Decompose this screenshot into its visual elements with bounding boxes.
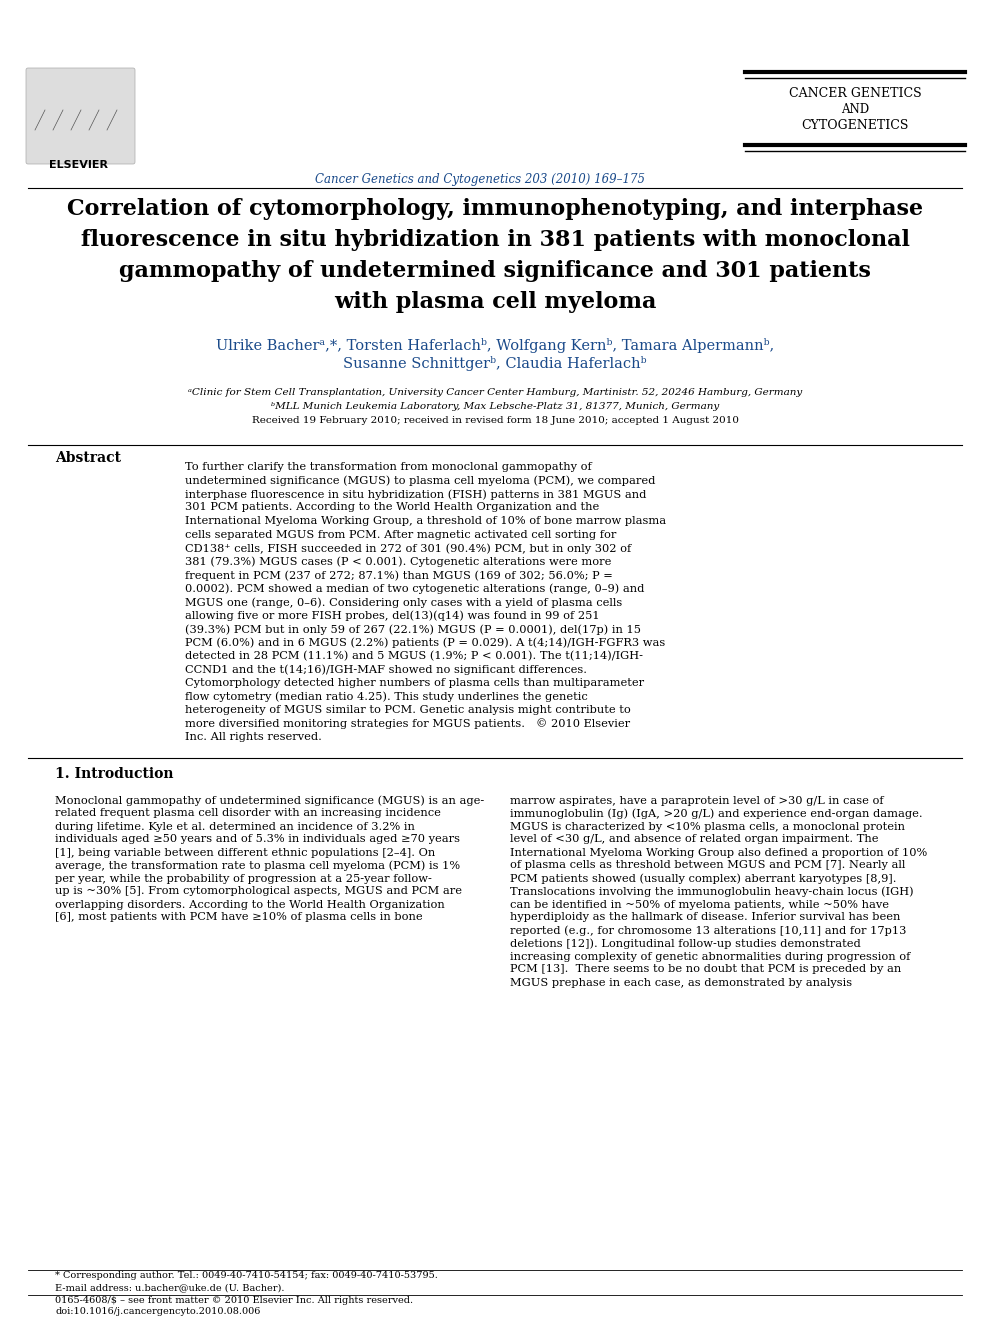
Text: per year, while the probability of progression at a 25-year follow-: per year, while the probability of progr…: [55, 874, 432, 883]
Text: 0.0002). PCM showed a median of two cytogenetic alterations (range, 0–9) and: 0.0002). PCM showed a median of two cyto…: [185, 583, 644, 594]
Text: ELSEVIER: ELSEVIER: [49, 160, 108, 170]
Text: ᵃClinic for Stem Cell Transplantation, University Cancer Center Hamburg, Martini: ᵃClinic for Stem Cell Transplantation, U…: [188, 388, 802, 397]
Text: interphase fluorescence in situ hybridization (FISH) patterns in 381 MGUS and: interphase fluorescence in situ hybridiz…: [185, 488, 646, 499]
Text: [6], most patients with PCM have ≥10% of plasma cells in bone: [6], most patients with PCM have ≥10% of…: [55, 912, 423, 923]
Text: overlapping disorders. According to the World Health Organization: overlapping disorders. According to the …: [55, 899, 445, 909]
Text: immunoglobulin (Ig) (IgA, >20 g/L) and experience end-organ damage.: immunoglobulin (Ig) (IgA, >20 g/L) and e…: [510, 808, 923, 820]
Text: deletions [12]). Longitudinal follow-up studies demonstrated: deletions [12]). Longitudinal follow-up …: [510, 939, 860, 949]
Text: PCM patients showed (usually complex) aberrant karyotypes [8,9].: PCM patients showed (usually complex) ab…: [510, 874, 897, 884]
Text: PCM [13].  There seems to be no doubt that PCM is preceded by an: PCM [13]. There seems to be no doubt tha…: [510, 965, 901, 974]
Text: Inc. All rights reserved.: Inc. All rights reserved.: [185, 733, 322, 742]
Text: AND: AND: [841, 103, 869, 116]
Text: flow cytometry (median ratio 4.25). This study underlines the genetic: flow cytometry (median ratio 4.25). This…: [185, 692, 588, 702]
Text: during lifetime. Kyle et al. determined an incidence of 3.2% in: during lifetime. Kyle et al. determined …: [55, 821, 415, 832]
Text: Susanne Schnittgerᵇ, Claudia Haferlachᵇ: Susanne Schnittgerᵇ, Claudia Haferlachᵇ: [344, 356, 646, 371]
Text: To further clarify the transformation from monoclonal gammopathy of: To further clarify the transformation fr…: [185, 462, 592, 473]
Text: CANCER GENETICS: CANCER GENETICS: [789, 87, 922, 100]
Text: CCND1 and the t(14;16)/IGH-MAF showed no significant differences.: CCND1 and the t(14;16)/IGH-MAF showed no…: [185, 664, 587, 675]
Text: more diversified monitoring strategies for MGUS patients.   © 2010 Elsevier: more diversified monitoring strategies f…: [185, 718, 630, 729]
Text: 1. Introduction: 1. Introduction: [55, 767, 173, 780]
Text: MGUS prephase in each case, as demonstrated by analysis: MGUS prephase in each case, as demonstra…: [510, 978, 852, 987]
Text: undetermined significance (MGUS) to plasma cell myeloma (PCM), we compared: undetermined significance (MGUS) to plas…: [185, 475, 655, 486]
Text: Received 19 February 2010; received in revised form 18 June 2010; accepted 1 Aug: Received 19 February 2010; received in r…: [251, 416, 739, 425]
Text: fluorescence in situ hybridization in 381 patients with monoclonal: fluorescence in situ hybridization in 38…: [80, 228, 910, 251]
Text: Ulrike Bacherᵃ,*, Torsten Haferlachᵇ, Wolfgang Kernᵇ, Tamara Alpermannᵇ,: Ulrike Bacherᵃ,*, Torsten Haferlachᵇ, Wo…: [216, 338, 774, 352]
Text: Cancer Genetics and Cytogenetics 203 (2010) 169–175: Cancer Genetics and Cytogenetics 203 (20…: [315, 173, 645, 186]
Text: 301 PCM patients. According to the World Health Organization and the: 301 PCM patients. According to the World…: [185, 503, 599, 512]
Text: CYTOGENETICS: CYTOGENETICS: [801, 119, 909, 132]
Text: detected in 28 PCM (11.1%) and 5 MGUS (1.9%; P < 0.001). The t(11;14)/IGH-: detected in 28 PCM (11.1%) and 5 MGUS (1…: [185, 651, 643, 661]
Text: with plasma cell myeloma: with plasma cell myeloma: [334, 290, 656, 313]
Text: International Myeloma Working Group also defined a proportion of 10%: International Myeloma Working Group also…: [510, 847, 928, 858]
Text: increasing complexity of genetic abnormalities during progression of: increasing complexity of genetic abnorma…: [510, 952, 911, 961]
Text: Monoclonal gammopathy of undetermined significance (MGUS) is an age-: Monoclonal gammopathy of undetermined si…: [55, 796, 484, 807]
Text: Translocations involving the immunoglobulin heavy-chain locus (IGH): Translocations involving the immunoglobu…: [510, 887, 914, 898]
Text: up is ~30% [5]. From cytomorphological aspects, MGUS and PCM are: up is ~30% [5]. From cytomorphological a…: [55, 887, 462, 896]
Text: of plasma cells as threshold between MGUS and PCM [7]. Nearly all: of plasma cells as threshold between MGU…: [510, 861, 906, 870]
Text: * Corresponding author. Tel.: 0049-40-7410-54154; fax: 0049-40-7410-53795.: * Corresponding author. Tel.: 0049-40-74…: [55, 1271, 438, 1280]
Text: cells separated MGUS from PCM. After magnetic activated cell sorting for: cells separated MGUS from PCM. After mag…: [185, 529, 617, 540]
Text: gammopathy of undetermined significance and 301 patients: gammopathy of undetermined significance …: [119, 260, 871, 282]
Text: related frequent plasma cell disorder with an increasing incidence: related frequent plasma cell disorder wi…: [55, 808, 441, 818]
Text: reported (e.g., for chromosome 13 alterations [10,11] and for 17p13: reported (e.g., for chromosome 13 altera…: [510, 925, 907, 936]
Text: hyperdiploidy as the hallmark of disease. Inferior survival has been: hyperdiploidy as the hallmark of disease…: [510, 912, 900, 923]
Text: individuals aged ≥50 years and of 5.3% in individuals aged ≥70 years: individuals aged ≥50 years and of 5.3% i…: [55, 834, 460, 845]
Text: E-mail address: u.bacher@uke.de (U. Bacher).: E-mail address: u.bacher@uke.de (U. Bach…: [55, 1283, 284, 1292]
Text: Correlation of cytomorphology, immunophenotyping, and interphase: Correlation of cytomorphology, immunophe…: [67, 198, 923, 220]
Text: MGUS is characterized by <10% plasma cells, a monoclonal protein: MGUS is characterized by <10% plasma cel…: [510, 821, 905, 832]
Text: 381 (79.3%) MGUS cases (P < 0.001). Cytogenetic alterations were more: 381 (79.3%) MGUS cases (P < 0.001). Cyto…: [185, 557, 612, 568]
Text: Abstract: Abstract: [55, 451, 121, 465]
Text: MGUS one (range, 0–6). Considering only cases with a yield of plasma cells: MGUS one (range, 0–6). Considering only …: [185, 597, 623, 607]
Text: frequent in PCM (237 of 272; 87.1%) than MGUS (169 of 302; 56.0%; P =: frequent in PCM (237 of 272; 87.1%) than…: [185, 570, 613, 581]
Text: allowing five or more FISH probes, del(13)(q14) was found in 99 of 251: allowing five or more FISH probes, del(1…: [185, 610, 600, 622]
Text: marrow aspirates, have a paraprotein level of >30 g/L in case of: marrow aspirates, have a paraprotein lev…: [510, 796, 884, 805]
Text: (39.3%) PCM but in only 59 of 267 (22.1%) MGUS (P = 0.0001), del(17p) in 15: (39.3%) PCM but in only 59 of 267 (22.1%…: [185, 624, 641, 635]
Text: ᵇMLL Munich Leukemia Laboratory, Max Lebsche-Platz 31, 81377, Munich, Germany: ᵇMLL Munich Leukemia Laboratory, Max Leb…: [271, 403, 719, 411]
Text: average, the transformation rate to plasma cell myeloma (PCM) is 1%: average, the transformation rate to plas…: [55, 861, 460, 871]
FancyBboxPatch shape: [26, 69, 135, 164]
Text: International Myeloma Working Group, a threshold of 10% of bone marrow plasma: International Myeloma Working Group, a t…: [185, 516, 666, 525]
Text: level of <30 g/L, and absence of related organ impairment. The: level of <30 g/L, and absence of related…: [510, 834, 878, 845]
Text: 0165-4608/$ – see front matter © 2010 Elsevier Inc. All rights reserved.: 0165-4608/$ – see front matter © 2010 El…: [55, 1296, 413, 1305]
Text: PCM (6.0%) and in 6 MGUS (2.2%) patients (P = 0.029). A t(4;14)/IGH-FGFR3 was: PCM (6.0%) and in 6 MGUS (2.2%) patients…: [185, 638, 665, 648]
Text: [1], being variable between different ethnic populations [2–4]. On: [1], being variable between different et…: [55, 847, 436, 858]
Text: can be identified in ~50% of myeloma patients, while ~50% have: can be identified in ~50% of myeloma pat…: [510, 899, 889, 909]
Text: doi:10.1016/j.cancergencyto.2010.08.006: doi:10.1016/j.cancergencyto.2010.08.006: [55, 1307, 260, 1316]
Text: Cytomorphology detected higher numbers of plasma cells than multiparameter: Cytomorphology detected higher numbers o…: [185, 678, 644, 688]
Text: heterogeneity of MGUS similar to PCM. Genetic analysis might contribute to: heterogeneity of MGUS similar to PCM. Ge…: [185, 705, 631, 715]
Text: CD138⁺ cells, FISH succeeded in 272 of 301 (90.4%) PCM, but in only 302 of: CD138⁺ cells, FISH succeeded in 272 of 3…: [185, 543, 632, 553]
